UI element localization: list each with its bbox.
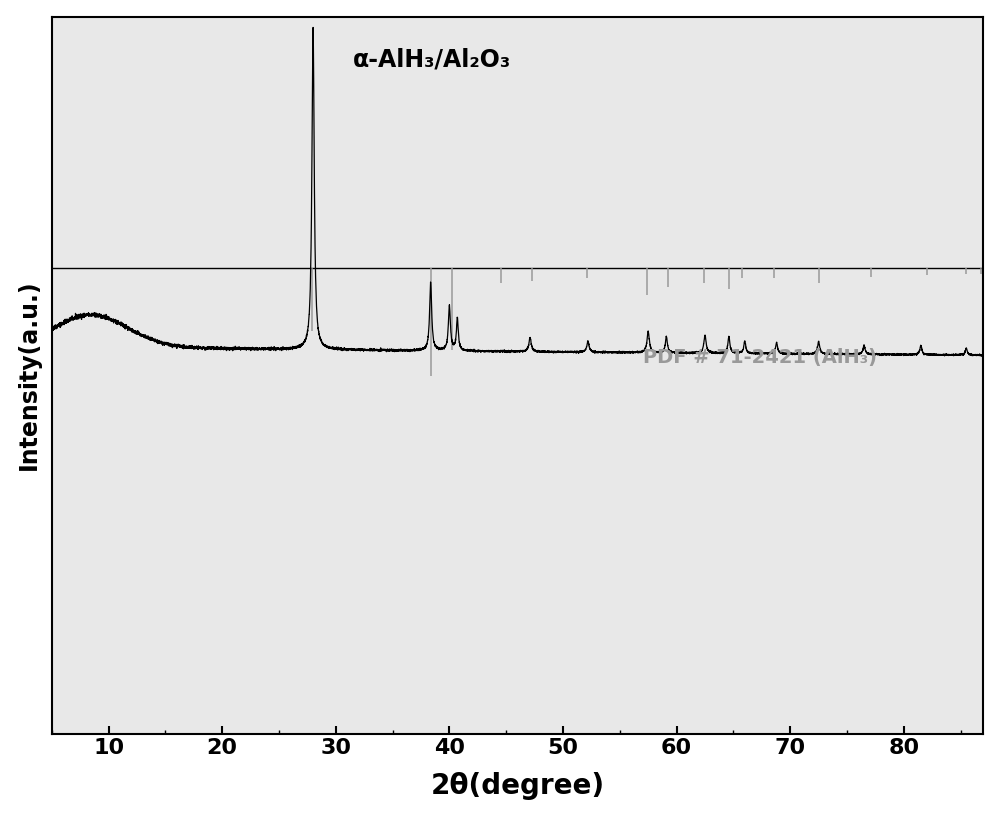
Text: PDF # 71-2421 (AlH₃): PDF # 71-2421 (AlH₃) — [643, 348, 877, 367]
X-axis label: 2θ(degree): 2θ(degree) — [430, 772, 605, 801]
Text: α-AlH₃/Al₂O₃: α-AlH₃/Al₂O₃ — [353, 47, 511, 72]
Y-axis label: Intensity(a.u.): Intensity(a.u.) — [17, 279, 41, 471]
